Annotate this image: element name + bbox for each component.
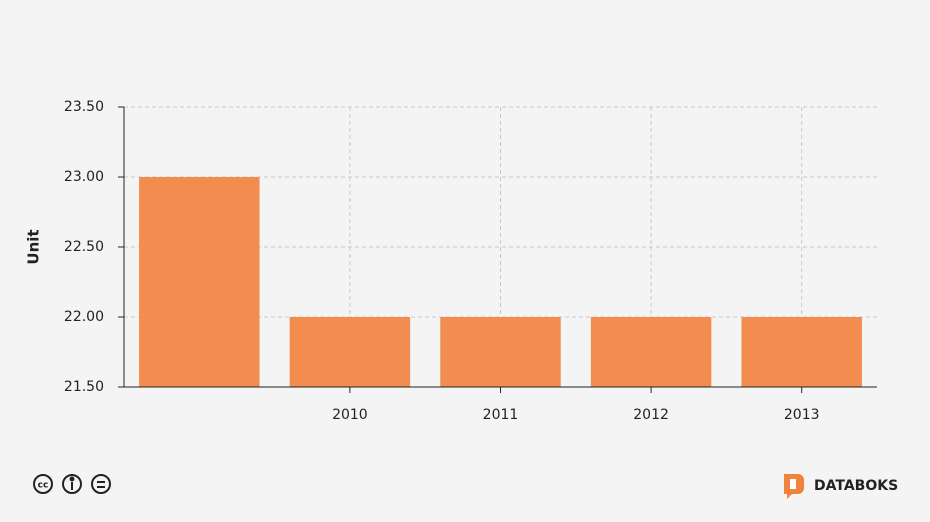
- bar: [440, 317, 561, 387]
- x-tick-label: 2012: [633, 407, 669, 423]
- x-tick-label: 2010: [332, 407, 368, 423]
- axes: 21.50 22.00 22.50 23.00 23.50 2010 2011 2012 201…: [64, 99, 877, 423]
- bar: [590, 317, 712, 387]
- brand: DATABOKS: [814, 478, 898, 494]
- bars: [139, 177, 862, 387]
- bar: [741, 317, 862, 387]
- y-tick-label: 22.00: [64, 309, 104, 325]
- x-tick-label: 2011: [483, 407, 519, 423]
- y-tick-label: 22.50: [64, 239, 104, 255]
- y-tick-label: 23.50: [64, 99, 104, 115]
- svg-text:cc: cc: [38, 481, 49, 491]
- bar: [289, 317, 411, 387]
- brand-logo-inner: [790, 479, 796, 489]
- y-tick-label: 21.50: [64, 379, 104, 395]
- license-icons: cc: [33, 474, 111, 494]
- y-axis-label: Unit: [25, 229, 43, 264]
- bar: [139, 177, 260, 387]
- x-tick-label: 2013: [784, 407, 820, 423]
- y-tick-label: 23.00: [64, 169, 104, 185]
